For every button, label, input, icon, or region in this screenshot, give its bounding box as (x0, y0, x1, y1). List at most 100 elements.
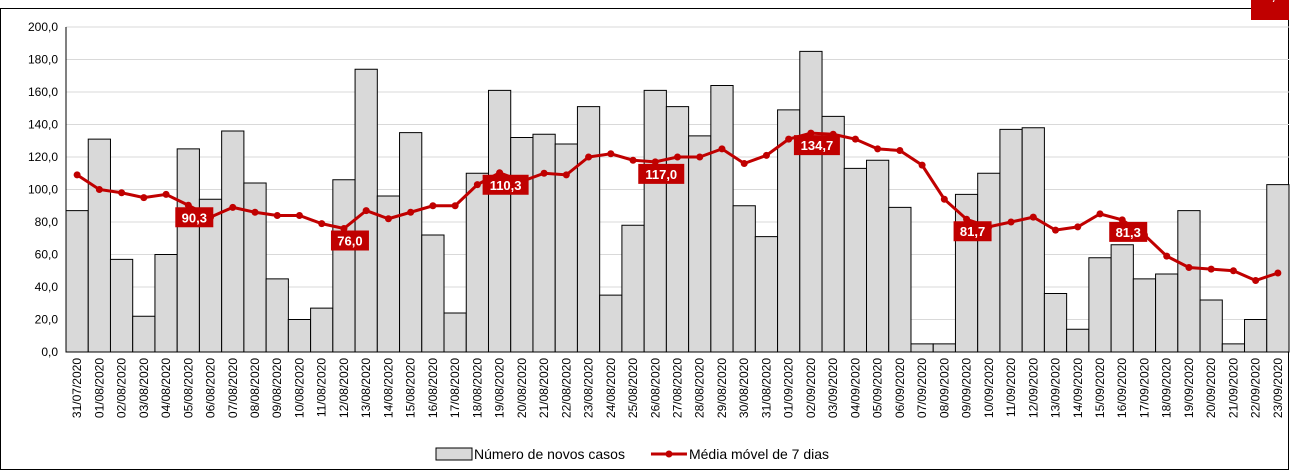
x-tick-label: 18/09/2020 (1160, 358, 1174, 418)
y-tick-label: 180,0 (28, 53, 58, 67)
line-marker (607, 150, 615, 158)
x-tick-label: 03/09/2020 (826, 358, 840, 418)
line-marker (273, 212, 281, 219)
line-marker (473, 181, 481, 189)
data-label-box (1109, 221, 1148, 242)
x-tick-label: 06/08/2020 (204, 358, 218, 418)
line-marker (718, 145, 726, 153)
x-tick-label: 04/08/2020 (159, 358, 173, 418)
bar (1132, 278, 1157, 353)
line-marker (1229, 267, 1237, 275)
x-tick-label: 12/08/2020 (337, 358, 351, 418)
x-tick-label: 11/09/2020 (1004, 358, 1018, 417)
line-marker (674, 153, 681, 161)
bar (1066, 328, 1090, 353)
line-marker (140, 194, 148, 202)
y-tick-label: 40,0 (35, 280, 59, 294)
x-tick-label: 07/08/2020 (226, 358, 240, 418)
line-marker (340, 225, 348, 232)
line-marker (251, 208, 259, 216)
bar (109, 258, 134, 353)
x-tick-label: 21/08/2020 (537, 358, 551, 418)
x-tick-label: 19/08/2020 (493, 358, 507, 418)
x-tick-label: 13/08/2020 (359, 358, 373, 418)
y-tick-label: 100,0 (28, 183, 58, 197)
line-marker (1029, 213, 1037, 221)
line-marker (162, 190, 170, 198)
x-tick-label: 31/07/2020 (70, 358, 84, 418)
data-label: 76,0 (337, 234, 362, 249)
line-marker (407, 208, 415, 216)
data-label-box (175, 207, 214, 228)
x-tick-label: 02/09/2020 (804, 358, 818, 418)
line-marker (295, 212, 303, 219)
line-marker (696, 153, 704, 161)
line-marker (851, 135, 859, 143)
x-tick-label: 05/08/2020 (181, 358, 195, 418)
line-marker (629, 156, 637, 164)
x-tick-label: 15/08/2020 (404, 358, 418, 418)
x-tick-label: 22/09/2020 (1249, 358, 1263, 418)
bar (1021, 127, 1045, 353)
data-label: 117,0 (645, 167, 677, 182)
x-tick-label: 10/08/2020 (292, 358, 306, 418)
data-label-box (953, 221, 992, 242)
legend-swatch (435, 447, 473, 461)
bar (310, 307, 334, 353)
x-tick-label: 14/09/2020 (1071, 358, 1085, 418)
line-marker (362, 207, 370, 215)
line-marker (896, 147, 904, 154)
x-tick-label: 05/09/2020 (871, 358, 885, 418)
x-tick-label: 29/08/2020 (715, 358, 729, 418)
x-tick-label: 25/08/2020 (626, 358, 640, 418)
x-tick-label: 09/09/2020 (960, 358, 974, 418)
bar (1043, 293, 1068, 353)
bar (643, 89, 667, 353)
x-tick-label: 31/08/2020 (759, 358, 773, 418)
x-tick-label: 01/08/2020 (92, 358, 106, 418)
data-label: 134,7 (801, 138, 834, 153)
bar (243, 182, 267, 353)
y-tick-label: 160,0 (28, 85, 58, 99)
data-label-box (330, 230, 369, 251)
y-tick-label: 20,0 (35, 313, 59, 327)
bar (132, 315, 156, 353)
x-tick-label: 17/09/2020 (1137, 358, 1151, 418)
x-tick-label: 13/09/2020 (1049, 358, 1063, 418)
bar (265, 278, 289, 353)
x-tick-label: 18/08/2020 (470, 358, 484, 418)
bar (1244, 319, 1268, 353)
line-marker (384, 215, 392, 223)
data-label: 48,6 (1257, 0, 1282, 3)
line-marker (807, 129, 815, 137)
bar (421, 234, 445, 353)
bar (843, 167, 868, 353)
y-tick-label: 120,0 (28, 150, 58, 164)
bar (399, 132, 423, 353)
legend-swatch (665, 450, 673, 458)
bar (332, 179, 356, 353)
bar (932, 343, 956, 353)
line-marker (1096, 210, 1104, 218)
line-marker (184, 201, 192, 209)
x-tick-label: 19/09/2020 (1182, 358, 1196, 418)
line-marker (118, 189, 126, 197)
x-tick-label: 16/08/2020 (426, 358, 440, 418)
data-label: 110,3 (490, 178, 522, 193)
line-marker (496, 169, 504, 177)
bar (910, 343, 934, 353)
x-tick-label: 22/08/2020 (559, 358, 573, 418)
bar (65, 210, 89, 353)
bar (1110, 244, 1134, 353)
line-marker (1207, 265, 1215, 273)
bar (999, 128, 1023, 353)
data-label-box (482, 174, 529, 195)
line-marker (318, 220, 326, 228)
line-marker (451, 202, 459, 210)
legend-label: Número de novos casos (474, 446, 625, 462)
x-tick-label: 20/09/2020 (1204, 358, 1218, 418)
line-marker (1252, 277, 1260, 284)
bar (487, 89, 512, 353)
x-tick-label: 06/09/2020 (893, 358, 907, 418)
